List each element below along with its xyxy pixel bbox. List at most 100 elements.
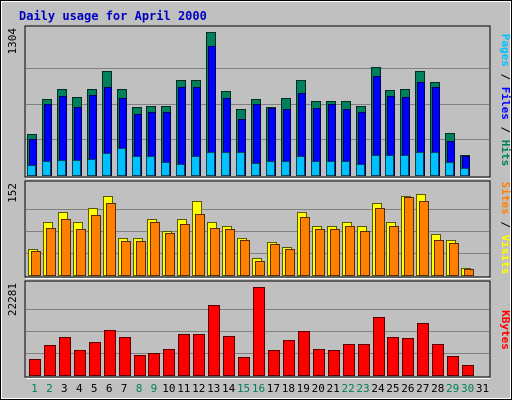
- bar-hits-pages: [415, 152, 424, 176]
- bar-kbytes-kbytes: [283, 340, 295, 376]
- bar-hits-pages: [42, 161, 51, 176]
- bar-hits-pages: [430, 152, 439, 176]
- bar-hits-pages: [311, 161, 320, 176]
- bar-hits-pages: [296, 156, 305, 176]
- x-tick-label: 20: [312, 382, 325, 395]
- bar-hits-pages: [356, 164, 365, 176]
- bar-visits-sites: [375, 208, 385, 276]
- bar-hits-pages: [72, 160, 81, 176]
- bar-hits-pages: [445, 162, 454, 176]
- bar-visits-sites: [300, 217, 310, 276]
- bar-hits-pages: [236, 152, 245, 176]
- x-tick-label: 7: [121, 382, 128, 395]
- x-tick-label: 27: [416, 382, 429, 395]
- bar-kbytes-kbytes: [387, 337, 399, 376]
- bar-visits-sites: [360, 231, 370, 276]
- x-tick-label: 3: [61, 382, 68, 395]
- x-tick-label: 5: [91, 382, 98, 395]
- bar-kbytes-kbytes: [373, 317, 385, 376]
- bar-hits-pages: [176, 164, 185, 176]
- bar-visits-sites: [255, 261, 265, 276]
- bar-kbytes-kbytes: [238, 357, 250, 376]
- bar-kbytes-kbytes: [343, 344, 355, 376]
- bar-visits-sites: [404, 197, 414, 276]
- bar-visits-sites: [210, 228, 220, 276]
- panel-visits-legend: Sites / Visits: [499, 182, 512, 275]
- x-axis-ticks: 1 2 3 4 5 6 7 8 9 10 11 12 13 14 15 16 17 18 19 20 21 22 23 24 2…: [31, 382, 489, 395]
- x-tick-label: 16: [252, 382, 265, 395]
- bar-visits-sites: [345, 226, 355, 276]
- x-tick-label: 11: [177, 382, 190, 395]
- x-tick-label: 23: [356, 382, 369, 395]
- bar-kbytes-kbytes: [223, 336, 235, 376]
- bar-kbytes-kbytes: [178, 334, 190, 376]
- bar-kbytes-kbytes: [268, 350, 280, 376]
- x-tick-label: 18: [282, 382, 295, 395]
- bar-hits-pages: [146, 156, 155, 176]
- x-tick-label: 22: [341, 382, 354, 395]
- bar-hits-pages: [266, 161, 275, 176]
- x-tick-label: 10: [162, 382, 175, 395]
- bar-hits-pages: [87, 159, 96, 176]
- x-tick-label: 29: [446, 382, 459, 395]
- x-tick-label: 4: [76, 382, 83, 395]
- bar-visits-sites: [419, 201, 429, 276]
- bar-kbytes-kbytes: [432, 344, 444, 376]
- legend-separator: /: [499, 215, 512, 235]
- bar-visits-sites: [270, 244, 280, 276]
- panel-kbytes-legend: KBytes: [499, 310, 512, 350]
- bar-kbytes-kbytes: [44, 345, 56, 376]
- panel-hits-legend: Pages / Files / Hits: [499, 34, 512, 167]
- bar-kbytes-kbytes: [447, 356, 459, 376]
- bar-kbytes-kbytes: [358, 344, 370, 376]
- bar-hits-pages: [102, 153, 111, 176]
- x-tick-label: 2: [46, 382, 53, 395]
- legend-visits: Visits: [499, 235, 512, 275]
- bar-visits-sites: [165, 233, 175, 276]
- legend-hits: Hits: [499, 140, 512, 167]
- bar-kbytes-kbytes: [313, 349, 325, 376]
- x-tick-label: 25: [386, 382, 399, 395]
- bar-visits-sites: [61, 219, 71, 276]
- bar-visits-sites: [180, 224, 190, 276]
- bar-visits-sites: [76, 229, 86, 276]
- legend-separator: /: [499, 120, 512, 140]
- x-tick-label: 1: [31, 382, 38, 395]
- bar-hits-files: [178, 87, 186, 176]
- bar-kbytes-kbytes: [148, 353, 160, 376]
- bar-visits-sites: [389, 226, 399, 276]
- bar-kbytes-kbytes: [253, 287, 265, 376]
- bar-visits-sites: [195, 214, 205, 276]
- x-tick-label: 28: [431, 382, 444, 395]
- bar-hits-pages: [57, 160, 66, 176]
- bar-visits-sites: [150, 222, 160, 276]
- x-tick-label: 19: [297, 382, 310, 395]
- bar-visits-sites: [240, 240, 250, 276]
- bar-kbytes-kbytes: [208, 305, 220, 376]
- x-tick-label: 30: [461, 382, 474, 395]
- x-tick-label: 26: [401, 382, 414, 395]
- bar-visits-sites: [464, 269, 474, 276]
- bar-visits-sites: [136, 241, 146, 276]
- bar-visits-sites: [449, 243, 459, 276]
- bar-visits-sites: [31, 251, 41, 276]
- bar-kbytes-kbytes: [89, 342, 101, 376]
- bar-hits-pages: [206, 152, 215, 176]
- panel-kbytes: 22281 KBytes: [6, 280, 512, 379]
- bar-kbytes-kbytes: [163, 349, 175, 376]
- bar-kbytes-kbytes: [402, 338, 414, 376]
- panel-visits: 152 Sites / Visits: [6, 180, 512, 279]
- bar-hits-pages: [191, 156, 200, 176]
- bar-hits-pages: [251, 163, 260, 176]
- bar-kbytes-kbytes: [59, 337, 71, 376]
- bar-visits-sites: [46, 228, 56, 276]
- bar-kbytes-kbytes: [417, 323, 429, 376]
- bar-visits-sites: [330, 229, 340, 276]
- bar-hits-pages: [371, 155, 380, 176]
- legend-files: Files: [499, 87, 512, 120]
- x-tick-label: 14: [222, 382, 236, 395]
- bar-visits-sites: [285, 249, 295, 276]
- bar-hits-pages: [281, 161, 290, 176]
